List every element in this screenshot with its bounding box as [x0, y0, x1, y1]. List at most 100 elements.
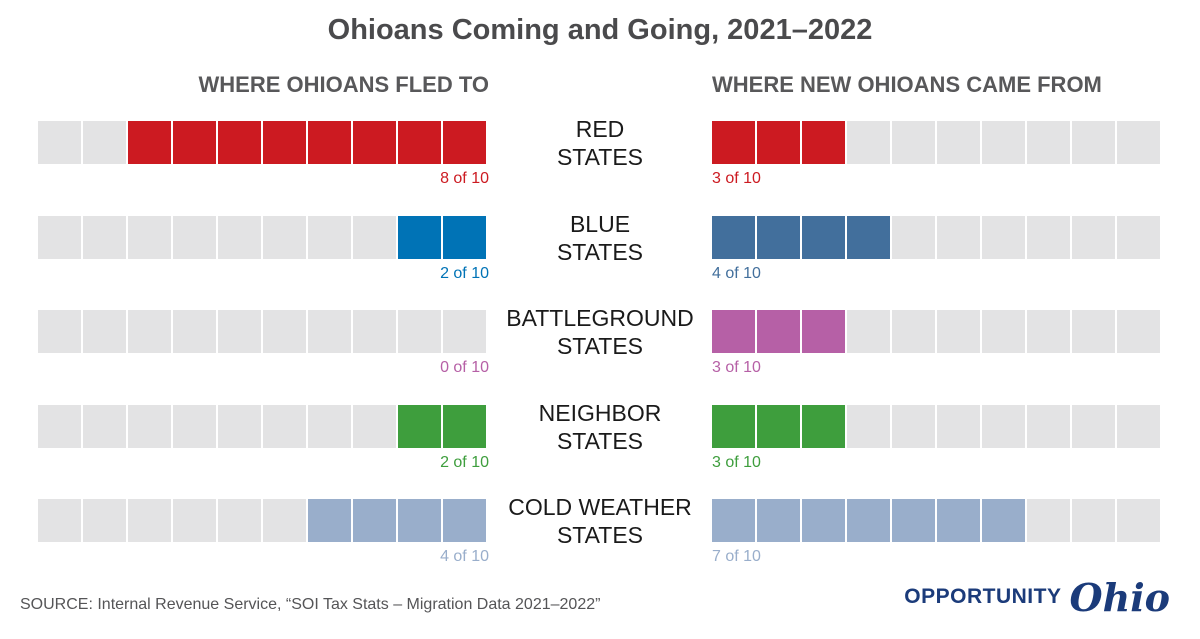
left-panel-title: WHERE OHIOANS FLED TO: [198, 72, 490, 97]
right-cell-blue-states-10: [1117, 216, 1160, 259]
right-panel-title: WHERE NEW OHIOANS CAME FROM: [712, 72, 1102, 97]
right-cell-red-states-6: [937, 121, 980, 164]
right-cell-red-states-7: [982, 121, 1025, 164]
right-cell-battleground-states-5: [892, 310, 935, 353]
right-cell-cold-weather-states-7: [982, 499, 1025, 542]
left-cell-blue-states-9: [398, 216, 441, 259]
left-cell-neighbor-states-6: [263, 405, 306, 448]
left-cell-red-states-2: [83, 121, 126, 164]
right-cell-red-states-5: [892, 121, 935, 164]
right-cell-blue-states-1: [712, 216, 755, 259]
right-cell-cold-weather-states-4: [847, 499, 890, 542]
left-cell-red-states-6: [263, 121, 306, 164]
left-cell-neighbor-states-2: [83, 405, 126, 448]
right-cell-battleground-states-10: [1117, 310, 1160, 353]
left-cell-red-states-9: [398, 121, 441, 164]
left-cell-battleground-states-6: [263, 310, 306, 353]
right-value-label-blue-states: 4 of 10: [712, 265, 761, 282]
right-cell-cold-weather-states-10: [1117, 499, 1160, 542]
right-value-label-neighbor-states: 3 of 10: [712, 454, 761, 471]
right-cell-blue-states-8: [1027, 216, 1070, 259]
right-cell-cold-weather-states-5: [892, 499, 935, 542]
right-cell-neighbor-states-2: [757, 405, 800, 448]
right-cell-battleground-states-3: [802, 310, 845, 353]
left-cell-cold-weather-states-4: [173, 499, 216, 542]
left-cell-battleground-states-9: [398, 310, 441, 353]
right-cell-blue-states-6: [937, 216, 980, 259]
left-cell-blue-states-3: [128, 216, 171, 259]
right-cell-battleground-states-7: [982, 310, 1025, 353]
left-cell-blue-states-4: [173, 216, 216, 259]
left-cell-red-states-7: [308, 121, 351, 164]
right-cell-red-states-3: [802, 121, 845, 164]
left-value-label-blue-states: 2 of 10: [440, 265, 489, 282]
opportunity-ohio-logo: OPPORTUNITY Ohio: [904, 572, 1170, 622]
right-cell-neighbor-states-8: [1027, 405, 1070, 448]
right-cell-blue-states-9: [1072, 216, 1115, 259]
left-cell-cold-weather-states-6: [263, 499, 306, 542]
right-cell-cold-weather-states-2: [757, 499, 800, 542]
left-cell-neighbor-states-9: [398, 405, 441, 448]
left-cell-blue-states-8: [353, 216, 396, 259]
right-cell-battleground-states-9: [1072, 310, 1115, 353]
source-note: SOURCE: Internal Revenue Service, “SOI T…: [20, 596, 601, 613]
left-cell-battleground-states-8: [353, 310, 396, 353]
right-cell-battleground-states-8: [1027, 310, 1070, 353]
right-value-label-cold-weather-states: 7 of 10: [712, 548, 761, 565]
left-cell-red-states-10: [443, 121, 486, 164]
logo-text-ohio: Ohio: [1069, 574, 1170, 620]
left-cell-cold-weather-states-3: [128, 499, 171, 542]
left-cell-red-states-3: [128, 121, 171, 164]
right-cell-cold-weather-states-9: [1072, 499, 1115, 542]
right-cell-blue-states-3: [802, 216, 845, 259]
category-label-cold-weather-states: COLD WEATHER STATES: [508, 494, 692, 548]
right-cell-cold-weather-states-1: [712, 499, 755, 542]
left-cell-battleground-states-10: [443, 310, 486, 353]
left-cell-neighbor-states-3: [128, 405, 171, 448]
left-cell-battleground-states-5: [218, 310, 261, 353]
left-cell-cold-weather-states-7: [308, 499, 351, 542]
left-cell-red-states-4: [173, 121, 216, 164]
category-label-neighbor-states: NEIGHBOR STATES: [538, 400, 662, 454]
left-cell-battleground-states-1: [38, 310, 81, 353]
left-cell-battleground-states-3: [128, 310, 171, 353]
category-label-red-states: RED STATES: [556, 116, 644, 170]
right-value-label-battleground-states: 3 of 10: [712, 359, 761, 376]
right-cell-blue-states-2: [757, 216, 800, 259]
right-cell-red-states-2: [757, 121, 800, 164]
right-cell-neighbor-states-6: [937, 405, 980, 448]
left-cell-battleground-states-7: [308, 310, 351, 353]
right-cell-battleground-states-6: [937, 310, 980, 353]
right-cell-neighbor-states-5: [892, 405, 935, 448]
left-value-label-cold-weather-states: 4 of 10: [440, 548, 489, 565]
right-cell-red-states-1: [712, 121, 755, 164]
left-cell-cold-weather-states-10: [443, 499, 486, 542]
right-cell-neighbor-states-7: [982, 405, 1025, 448]
right-cell-blue-states-7: [982, 216, 1025, 259]
right-cell-blue-states-4: [847, 216, 890, 259]
left-cell-cold-weather-states-9: [398, 499, 441, 542]
right-cell-neighbor-states-9: [1072, 405, 1115, 448]
left-cell-blue-states-10: [443, 216, 486, 259]
right-cell-neighbor-states-3: [802, 405, 845, 448]
right-cell-battleground-states-4: [847, 310, 890, 353]
left-cell-battleground-states-4: [173, 310, 216, 353]
left-cell-neighbor-states-1: [38, 405, 81, 448]
logo-text-opportunity: OPPORTUNITY: [904, 585, 1062, 608]
right-value-label-red-states: 3 of 10: [712, 170, 761, 187]
left-cell-neighbor-states-7: [308, 405, 351, 448]
left-cell-neighbor-states-4: [173, 405, 216, 448]
right-cell-cold-weather-states-8: [1027, 499, 1070, 542]
left-cell-cold-weather-states-2: [83, 499, 126, 542]
chart-title: Ohioans Coming and Going, 2021–2022: [327, 14, 873, 46]
left-cell-red-states-8: [353, 121, 396, 164]
left-cell-blue-states-5: [218, 216, 261, 259]
right-cell-battleground-states-1: [712, 310, 755, 353]
left-cell-neighbor-states-5: [218, 405, 261, 448]
left-cell-cold-weather-states-1: [38, 499, 81, 542]
right-cell-neighbor-states-4: [847, 405, 890, 448]
left-cell-neighbor-states-10: [443, 405, 486, 448]
right-cell-blue-states-5: [892, 216, 935, 259]
left-cell-blue-states-7: [308, 216, 351, 259]
right-cell-red-states-8: [1027, 121, 1070, 164]
